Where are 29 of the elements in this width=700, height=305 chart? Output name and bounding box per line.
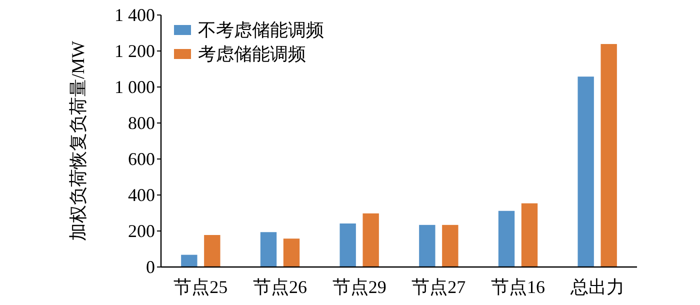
x-tick-label: 节点27 — [412, 277, 466, 297]
x-tick-label: 节点25 — [174, 277, 228, 297]
bar — [362, 212, 380, 268]
bar — [576, 76, 595, 268]
bar — [520, 202, 538, 268]
bar — [498, 210, 516, 268]
legend-label: 不考虑储能调频 — [198, 20, 324, 40]
x-tick-label: 总出力 — [569, 277, 624, 297]
bar — [260, 231, 278, 268]
y-tick-label: 600 — [128, 149, 155, 169]
y-tick-label: 400 — [128, 185, 155, 205]
bar — [418, 224, 436, 268]
y-tick-label: 800 — [128, 113, 155, 133]
legend-label: 考虑储能调频 — [198, 44, 306, 64]
x-tick-label: 节点26 — [253, 277, 307, 297]
bar — [600, 43, 618, 268]
y-tick-label: 0 — [146, 257, 155, 277]
y-tick-label: 1 200 — [114, 41, 155, 61]
y-axis-title: 加权负荷恢复负荷量/MW — [68, 40, 88, 241]
bar — [282, 238, 300, 268]
x-tick-label: 节点16 — [491, 277, 545, 297]
bar — [441, 224, 460, 268]
bar — [203, 234, 222, 268]
x-tick-label: 节点29 — [332, 277, 386, 297]
bar — [338, 222, 357, 268]
y-tick-label: 1 400 — [114, 5, 155, 25]
y-tick-label: 1 000 — [114, 77, 155, 97]
bar — [180, 254, 198, 268]
y-tick-label: 200 — [128, 221, 155, 241]
